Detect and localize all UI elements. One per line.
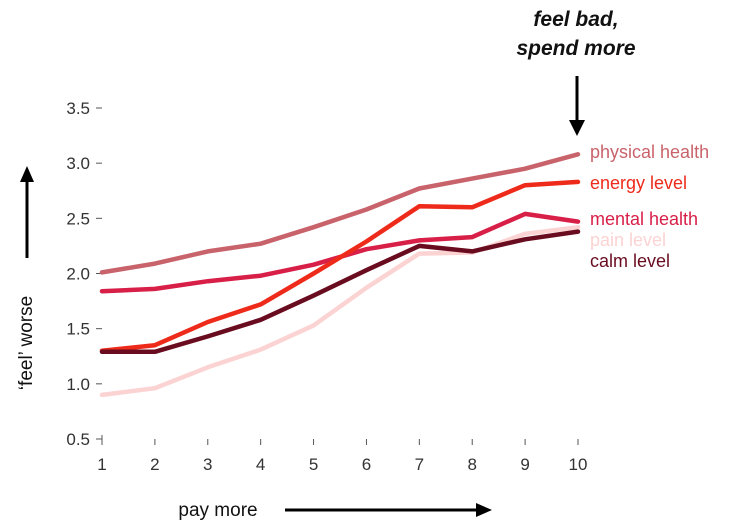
- up-arrow-icon: [20, 166, 34, 258]
- x-tick-label: 1: [97, 455, 106, 474]
- y-tick-label: 0.5: [66, 430, 90, 449]
- x-tick-label: 3: [203, 455, 212, 474]
- series-label-energy-level: energy level: [590, 173, 687, 193]
- annotation-line-1: feel bad,: [533, 8, 618, 31]
- series-label-pain-level: pain level: [590, 230, 666, 250]
- y-tick-label: 2.0: [66, 265, 90, 284]
- y-tick-label: 3.5: [66, 99, 90, 118]
- series-label-mental-health: mental health: [590, 209, 698, 229]
- series-lines: [99, 152, 581, 398]
- annotation-line-2: spend more: [516, 37, 635, 60]
- x-tick-label: 9: [520, 455, 529, 474]
- y-axis-title: ‘feel’ worse: [16, 296, 37, 390]
- x-tick-label: 4: [256, 455, 265, 474]
- y-axis: 0.5 1.0 1.5 2.0 2.5 3.0 3.5: [66, 99, 103, 449]
- x-tick-label: 5: [309, 455, 318, 474]
- x-tick-label: 8: [467, 455, 476, 474]
- series-label-calm-level: calm level: [590, 251, 670, 271]
- y-tick-label: 1.0: [66, 375, 90, 394]
- series-label-physical-health: physical health: [590, 142, 709, 162]
- x-tick-label: 6: [362, 455, 371, 474]
- series-line-pain-level: [99, 224, 581, 398]
- y-tick-label: 3.0: [66, 154, 90, 173]
- x-tick-label: 7: [415, 455, 424, 474]
- series-labels: physical health energy level mental health…: [590, 142, 709, 271]
- x-axis-title: pay more: [178, 500, 257, 521]
- y-tick-label: 1.5: [66, 320, 90, 339]
- series-line-energy-level: [99, 179, 581, 353]
- series-line-calm-level: [99, 229, 581, 355]
- right-arrow-icon: [285, 503, 492, 517]
- y-tick-label: 2.5: [66, 209, 90, 228]
- series-line-mental-health: [99, 211, 581, 294]
- down-arrow-icon: [569, 76, 585, 136]
- series-line-physical-health: [99, 152, 581, 275]
- x-axis: 1 2 3 4 5 6 7 8 9 10: [97, 439, 587, 474]
- x-tick-label: 2: [150, 455, 159, 474]
- x-tick-label: 10: [569, 455, 588, 474]
